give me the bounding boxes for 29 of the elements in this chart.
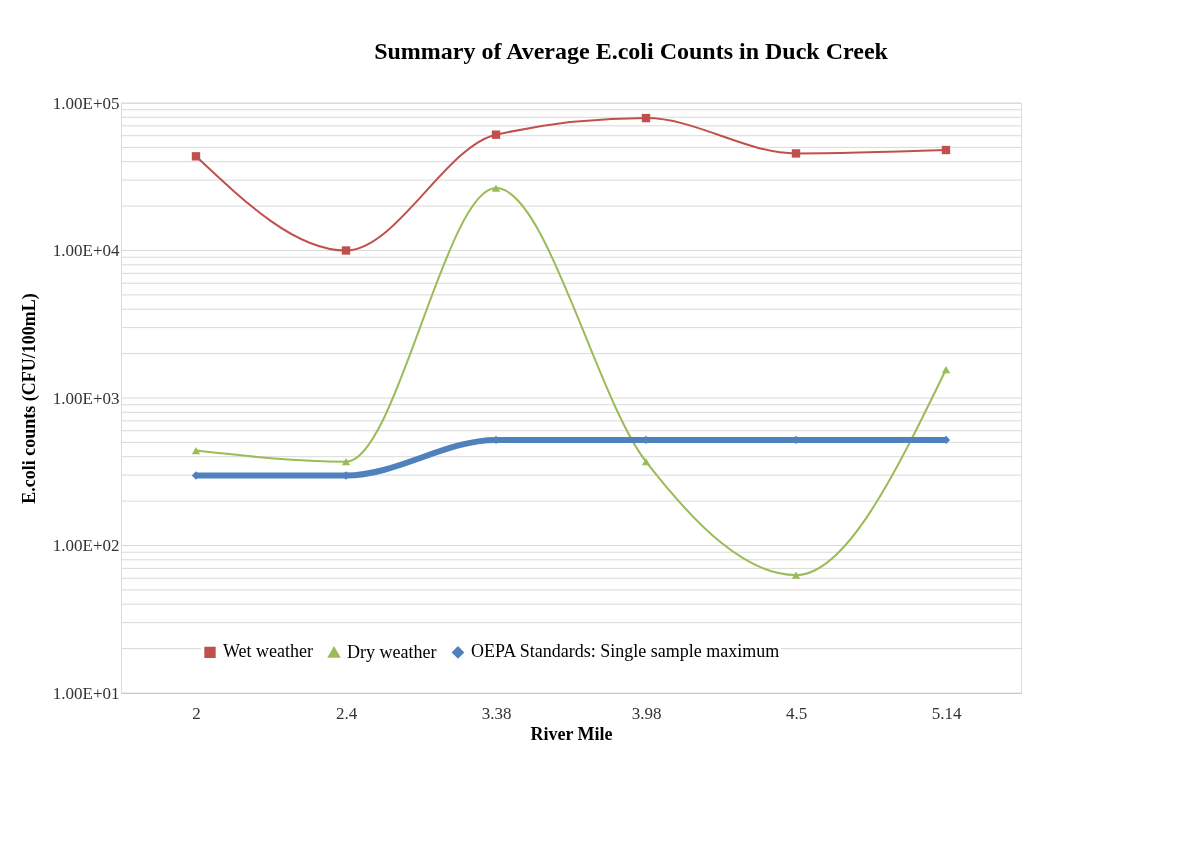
x-axis-title: River Mile [530, 723, 613, 744]
point [491, 130, 501, 139]
point [341, 458, 351, 466]
point [341, 246, 351, 255]
legend-label: Dry weather [347, 641, 437, 662]
point [791, 571, 801, 579]
y-tick-label: 1.00E+01 [52, 683, 120, 703]
y-tick-label: 1.00E+05 [52, 93, 120, 113]
point [641, 458, 651, 466]
point [791, 149, 801, 158]
y-tick-label: 1.00E+02 [52, 536, 120, 555]
y-tick-label: 1.00E+04 [52, 241, 120, 260]
y-axis-title: E.coli counts (CFU/100mL) [18, 293, 40, 504]
x-tick-label: 4.5 [785, 703, 808, 723]
point [191, 446, 201, 455]
x-tick-label: 5.14 [931, 703, 962, 723]
point [941, 365, 951, 374]
x-tick-label: 3.38 [481, 703, 512, 723]
legend-label: OEPA Standards: Single sample maximum [471, 641, 780, 662]
point [941, 145, 951, 155]
x-tick-label: 3.98 [631, 703, 662, 723]
x-tick-label: 2.4 [335, 703, 358, 723]
chart-title: Summary of Average E.coli Counts in Duck Creek [374, 38, 889, 64]
x-tick-label: 2 [192, 703, 201, 723]
point [191, 152, 201, 161]
legend-label: Wet weather [223, 641, 314, 662]
y-tick-label: 1.00E+03 [52, 388, 120, 408]
point [641, 113, 651, 123]
point [491, 184, 501, 192]
